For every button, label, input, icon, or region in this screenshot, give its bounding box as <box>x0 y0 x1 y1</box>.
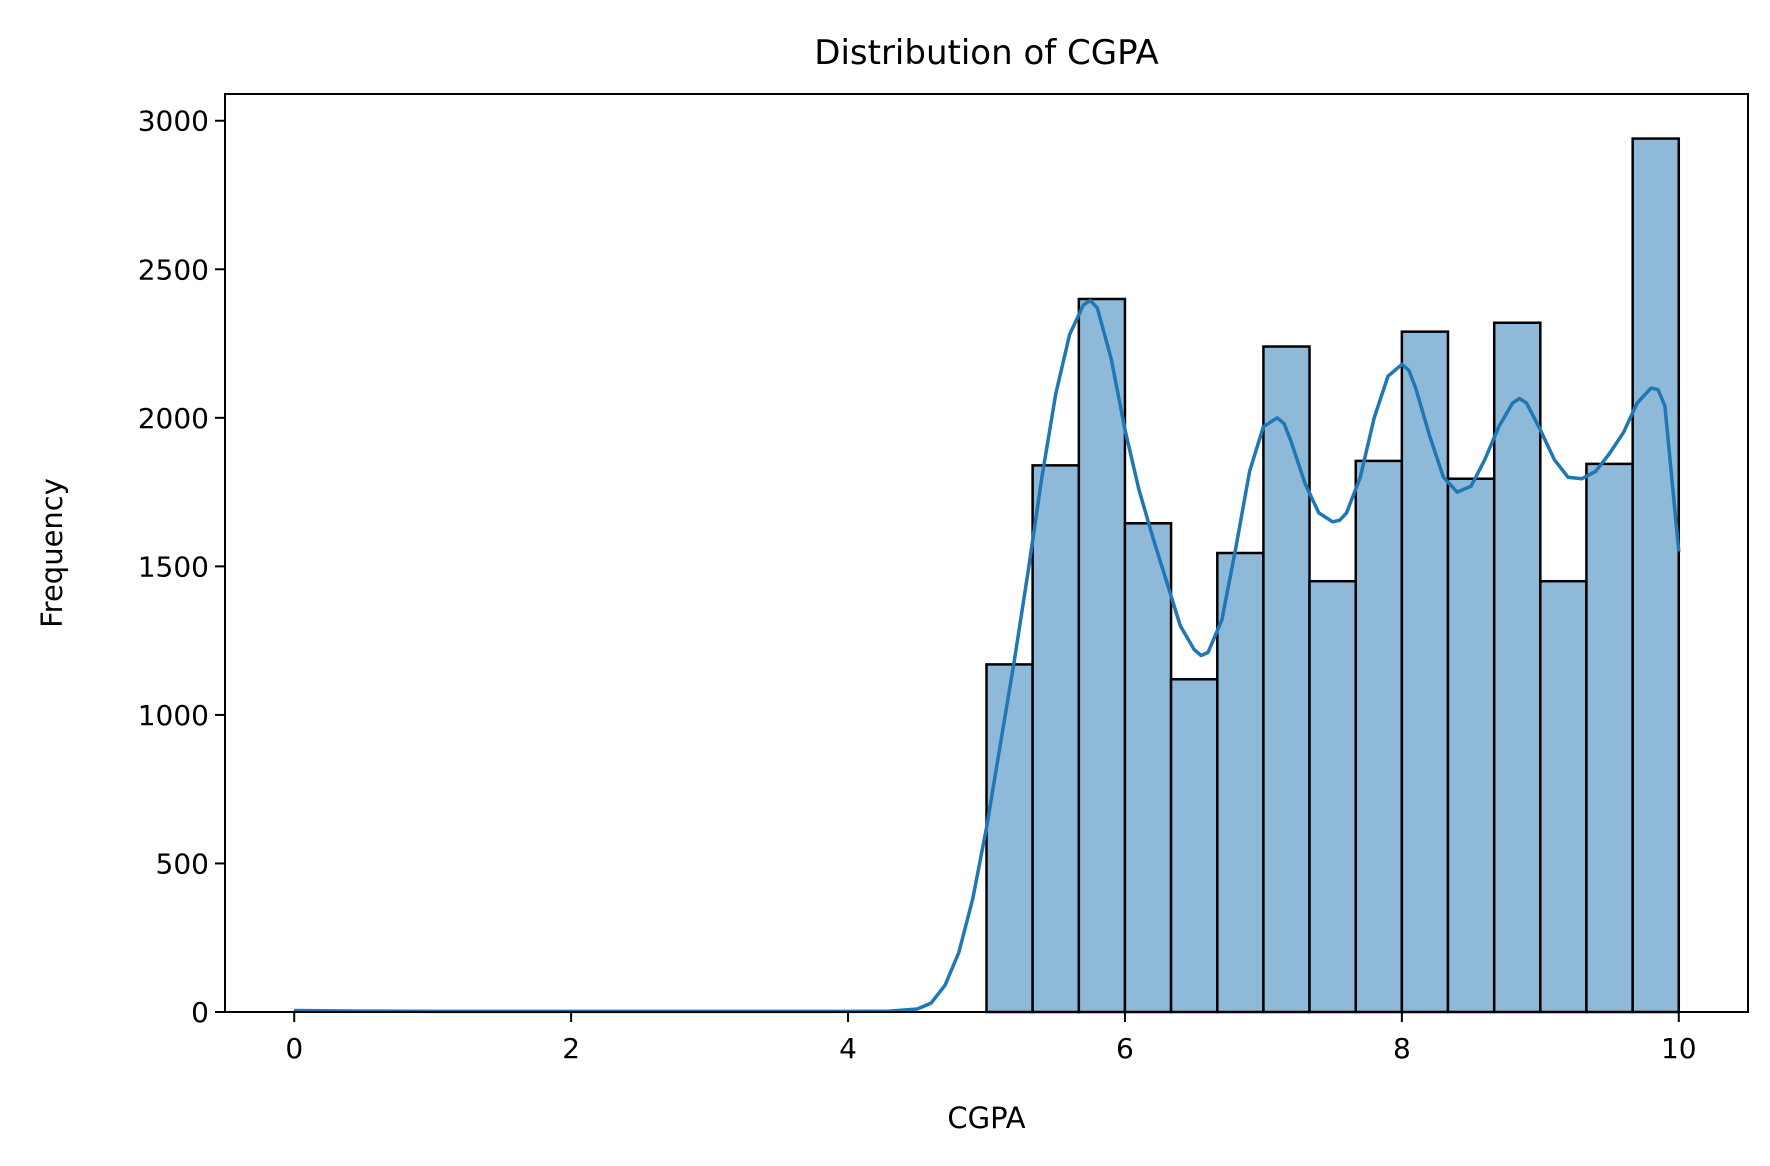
x-tick-label: 6 <box>1116 1032 1134 1065</box>
histogram-bar-2 <box>1031 464 1081 1014</box>
histogram-bar-9 <box>1354 459 1404 1014</box>
x-tick-label: 8 <box>1393 1032 1411 1065</box>
x-axis-label: CGPA <box>947 1101 1025 1135</box>
histogram-bar-6 <box>1216 551 1265 1014</box>
histogram-bar-7 <box>1262 345 1311 1014</box>
histogram-bar-1 <box>985 663 1034 1014</box>
histogram-bar-3 <box>1077 297 1127 1014</box>
histogram-bar-4 <box>1123 522 1173 1014</box>
histogram-bar-5 <box>1169 678 1219 1014</box>
histogram-bar-11 <box>1446 477 1496 1014</box>
y-tick-label: 2000 <box>138 402 209 435</box>
chart-title: Distribution of CGPA <box>814 33 1158 73</box>
y-axis-ticks: 0 500 1000 1500 2000 2500 3000 <box>138 105 225 1029</box>
x-axis-ticks: 0 2 4 6 8 10 <box>285 1012 1697 1065</box>
histogram-bar-14 <box>1585 462 1634 1014</box>
histogram-bar-13 <box>1539 579 1588 1014</box>
y-tick-label: 500 <box>156 847 209 880</box>
x-tick-label: 10 <box>1661 1032 1697 1065</box>
histogram-bars <box>293 137 1681 1014</box>
x-tick-label: 0 <box>285 1032 303 1065</box>
y-tick-label: 3000 <box>138 105 209 138</box>
x-tick-label: 2 <box>562 1032 580 1065</box>
kde-layer <box>294 298 1681 1014</box>
plot-frame <box>224 93 1749 1013</box>
histogram-bar-10 <box>1400 330 1450 1014</box>
y-tick-label: 0 <box>191 996 209 1029</box>
histogram-bar-15 <box>1631 137 1681 1014</box>
x-tick-label: 4 <box>839 1032 857 1065</box>
y-tick-label: 1500 <box>138 550 209 583</box>
kde-line <box>294 298 1681 1014</box>
y-tick-label: 2500 <box>138 253 209 286</box>
y-axis-label: Frequency <box>35 478 69 628</box>
histogram-bar-8 <box>1308 579 1358 1014</box>
y-tick-label: 1000 <box>138 699 209 732</box>
